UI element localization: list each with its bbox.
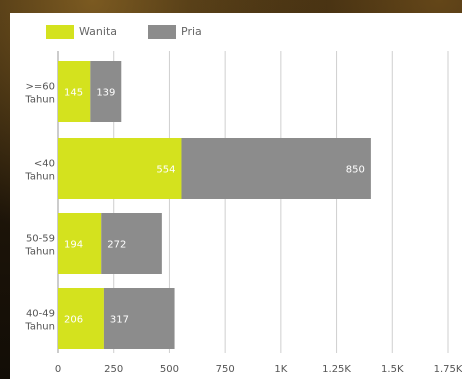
- legend-label-wanita: Wanita: [79, 25, 117, 38]
- x-tick-label: 250: [104, 364, 123, 375]
- x-tick-label: 1.75K: [434, 364, 462, 375]
- stacked-bar-chart: 145 139 >=60 Tahun 554 850 <40 Tahun 194 272 50-59…: [24, 51, 462, 375]
- x-tick-label: 1.25K: [322, 364, 351, 375]
- bar-pria: [181, 138, 371, 199]
- chart-panel: Wanita Pria 145 139 >=60 Tahun 554 850 <40 Tahu…: [10, 13, 462, 379]
- y-tick-label: 50-59 Tahun: [24, 234, 55, 258]
- bar-value-label: 272: [107, 240, 126, 251]
- x-tick-label: 750: [216, 364, 235, 375]
- bar-value-label: 317: [110, 315, 129, 326]
- x-tick-label: 1.5K: [381, 364, 404, 375]
- legend-label-pria: Pria: [181, 25, 202, 38]
- y-tick-label: 40-49 Tahun: [24, 309, 55, 333]
- y-tick-label: <40 Tahun: [24, 159, 55, 183]
- legend-swatch-wanita: [46, 25, 74, 39]
- bar-wanita: [58, 213, 102, 274]
- bar-value-label: 850: [346, 165, 365, 176]
- bar-wanita: [58, 138, 182, 199]
- bar-pria: [103, 288, 175, 349]
- bar-value-label: 139: [96, 88, 115, 99]
- y-tick-label: >=60 Tahun: [24, 82, 55, 106]
- bar-wanita: [58, 288, 104, 349]
- bar-pria: [101, 213, 162, 274]
- bar-pria: [90, 61, 122, 122]
- bar-value-label: 145: [64, 88, 83, 99]
- x-tick-label: 0: [55, 364, 61, 375]
- bar-value-label: 206: [64, 315, 83, 326]
- bar-value-label: 194: [64, 240, 83, 251]
- bar-wanita: [58, 61, 91, 122]
- bar-value-label: 554: [156, 165, 175, 176]
- legend-swatch-pria: [148, 25, 176, 39]
- x-tick-label: 500: [160, 364, 179, 375]
- x-tick-label: 1K: [274, 364, 287, 375]
